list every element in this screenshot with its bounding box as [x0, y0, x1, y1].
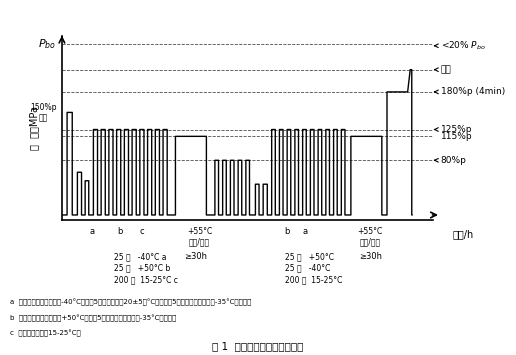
Text: 80%p: 80%p	[434, 156, 467, 165]
Text: c  试验环境温度为15-25°C。: c 试验环境温度为15-25°C。	[10, 330, 81, 338]
Text: c: c	[139, 227, 144, 236]
Text: b: b	[284, 227, 289, 236]
Text: 150%p
水压: 150%p 水压	[30, 103, 57, 122]
Text: b  试验环境温度大于等于+50°C，其中5次循环使用小于等于-35°C的氢气。: b 试验环境温度大于等于+50°C，其中5次循环使用小于等于-35°C的氢气。	[10, 314, 176, 322]
Text: +55°C
泄漏/渗透: +55°C 泄漏/渗透	[358, 227, 383, 247]
Text: 图 1  氢气瓶使用性能试验图示: 图 1 氢气瓶使用性能试验图示	[212, 342, 304, 351]
Text: ≥30h: ≥30h	[184, 252, 207, 261]
Text: a: a	[303, 227, 308, 236]
Text: a: a	[89, 227, 94, 236]
Text: 25 次   +50°C
25 次   -40°C
200 次  15-25°C: 25 次 +50°C 25 次 -40°C 200 次 15-25°C	[285, 252, 342, 285]
Text: 115%p: 115%p	[441, 132, 473, 141]
Text: 爆破: 爆破	[434, 65, 452, 74]
Text: 25 次   -40°C a
25 次   +50°C b
200 次  15-25°C c: 25 次 -40°C a 25 次 +50°C b 200 次 15-25°C …	[114, 252, 178, 285]
Text: ≥30h: ≥30h	[359, 252, 382, 261]
Text: 125%p: 125%p	[434, 125, 472, 134]
Text: $P_{bo}$: $P_{bo}$	[38, 37, 56, 51]
Text: 180%p (4min): 180%p (4min)	[434, 87, 505, 97]
Text: 时间/h: 时间/h	[452, 229, 473, 239]
Y-axis label: 压  力／MPa: 压 力／MPa	[29, 106, 40, 150]
Text: b: b	[117, 227, 122, 236]
Text: <20% $P_{bo}$: <20% $P_{bo}$	[434, 39, 486, 52]
Text: a  试验环境温度小于等于-40°C，其中5次循环使用（20±5）°C的氢气，5次循环使用小于等于-35°C的氢气。: a 试验环境温度小于等于-40°C，其中5次循环使用（20±5）°C的氢气，5次…	[10, 298, 252, 306]
Text: +55°C
泄漏/渗透: +55°C 泄漏/渗透	[187, 227, 212, 247]
